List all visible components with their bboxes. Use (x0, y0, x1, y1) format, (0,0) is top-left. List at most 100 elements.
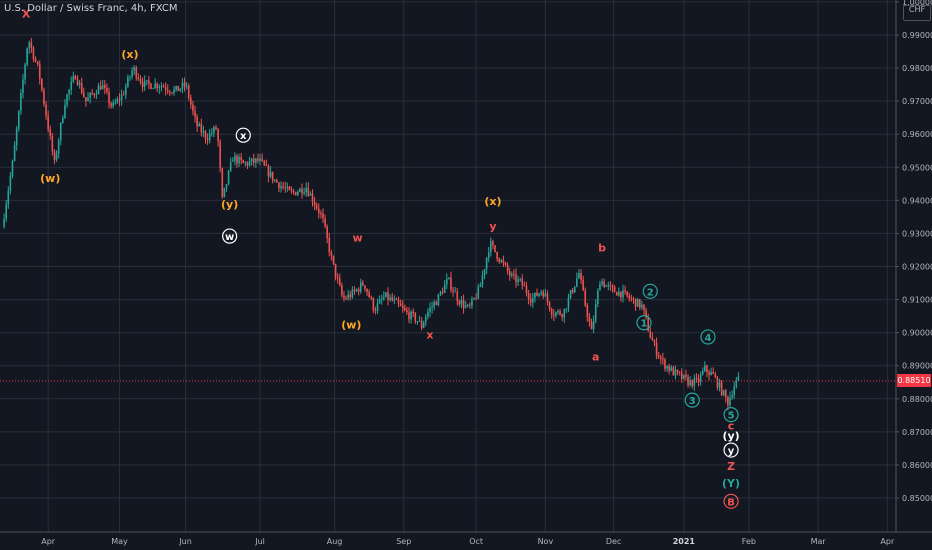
candle-body (190, 97, 192, 105)
candle-body (166, 89, 169, 92)
candle-body (517, 279, 519, 283)
y-tick-label: 0.92000 (902, 263, 932, 272)
wave-label: (x) (121, 48, 138, 61)
candle-body (559, 310, 561, 315)
candle-body (255, 158, 257, 163)
candle-body (466, 304, 469, 306)
candle-body (605, 285, 608, 287)
candle-body (508, 271, 511, 276)
y-tick-label: 1.00000 (902, 0, 932, 7)
candle-body (565, 308, 568, 310)
candle-body (368, 292, 370, 298)
candle-body (414, 313, 417, 322)
time-axis[interactable]: Apr May Jun Jul Aug Sep Oct Nov Dec 2021 Feb Mar Apr (0, 531, 932, 546)
currency-label[interactable]: CHF (903, 5, 931, 21)
candle-body (34, 58, 37, 62)
candle-body (450, 277, 452, 290)
candle-body (196, 116, 198, 127)
candle-body (657, 355, 660, 358)
candle-body (607, 285, 610, 286)
candle-body (97, 85, 100, 95)
candle-body (615, 292, 618, 296)
wave-label: Z (727, 460, 735, 473)
y-tick-label: 0.99000 (902, 31, 932, 40)
candle-body (689, 379, 691, 386)
candle-body (431, 306, 433, 308)
candle-body (552, 314, 555, 316)
wave-label: y (728, 446, 735, 457)
candle-body (372, 298, 375, 311)
candle-body (429, 307, 431, 312)
candle-body (418, 320, 421, 322)
candle-body (550, 309, 553, 315)
candle-body (124, 86, 127, 95)
candle-body (376, 303, 379, 311)
candle-body (26, 48, 28, 65)
candle-body (666, 366, 668, 369)
candle-body (729, 397, 731, 406)
candle-body (338, 278, 341, 286)
candle-body (481, 275, 484, 286)
candle-body (498, 258, 501, 262)
candle-body (47, 116, 49, 130)
candle-body (267, 165, 270, 177)
candle-body (534, 292, 536, 299)
candle-body (567, 297, 570, 309)
candle-body (181, 82, 184, 89)
candle-body (370, 297, 373, 299)
candle-body (576, 278, 578, 287)
wave-label: x (426, 329, 433, 342)
y-tick-label: 0.90000 (902, 329, 932, 338)
candle-body (80, 83, 83, 93)
candle-body (628, 295, 631, 299)
candle-body (148, 80, 150, 84)
candle-body (445, 278, 448, 285)
candle-body (187, 85, 190, 98)
candle-body (185, 85, 188, 87)
y-tick-label: 0.95000 (902, 163, 932, 172)
price-axis[interactable]: 0.85000 0.86000 0.87000 0.88000 0.89000 0.900… (895, 0, 932, 532)
candle-body (192, 104, 194, 111)
candle-body (687, 376, 689, 386)
candle-body (569, 290, 572, 298)
candle-body (51, 135, 54, 152)
candle-body (9, 176, 12, 191)
candle-body (731, 395, 733, 398)
candle-body (636, 299, 639, 307)
candle-body (404, 307, 406, 311)
candle-body (670, 367, 673, 371)
candle-body (668, 366, 670, 371)
candle-body (30, 42, 33, 48)
candle-body (225, 184, 228, 188)
wave-label: B (727, 497, 735, 508)
candle-body (158, 86, 161, 88)
wave-label: 1 (641, 319, 648, 330)
candle-body (242, 160, 245, 164)
candle-body (301, 188, 303, 194)
candle-body (727, 396, 729, 406)
candle-body (59, 122, 62, 141)
candle-body (240, 157, 242, 161)
candle-body (676, 369, 679, 372)
y-tick-label: 0.86000 (902, 461, 932, 470)
candle-body (280, 186, 282, 189)
candle-body (456, 291, 459, 302)
candle-body (383, 296, 385, 300)
candle-body (208, 133, 211, 141)
candle-body (561, 314, 563, 318)
candle-body (133, 67, 135, 71)
candle-body (141, 82, 144, 87)
wave-label-circle (723, 442, 739, 458)
candle-body (494, 245, 496, 252)
candle-body (683, 374, 685, 379)
candle-body (624, 289, 626, 292)
candle-body (261, 158, 263, 161)
candle-body (475, 298, 477, 299)
candle-body (145, 80, 148, 82)
candle-body (733, 386, 736, 396)
candle-body (305, 188, 308, 193)
candle-body (458, 301, 461, 305)
candle-body (634, 298, 637, 307)
